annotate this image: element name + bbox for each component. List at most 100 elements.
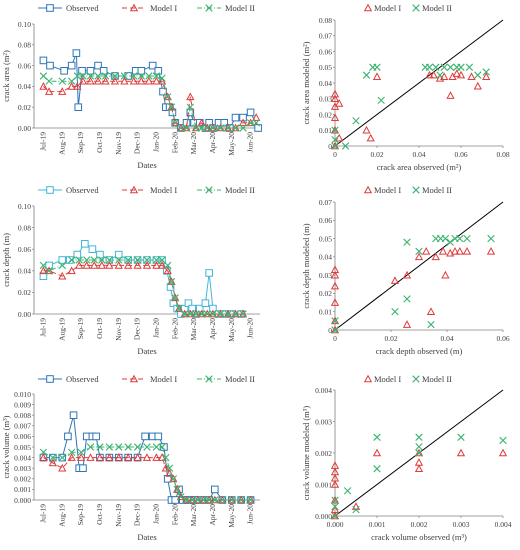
data-point xyxy=(79,72,87,80)
data-point xyxy=(145,72,153,80)
data-point xyxy=(362,125,371,134)
data-point xyxy=(169,475,178,483)
y-tick-label: 0.001 xyxy=(14,485,31,494)
data-point xyxy=(237,496,245,504)
legend-label: Model I xyxy=(150,185,177,195)
data-point xyxy=(330,495,340,504)
series-model-ii xyxy=(331,63,490,150)
y-tick-label: 0.002 xyxy=(14,475,31,484)
x-tick-label: 0.002 xyxy=(411,520,428,529)
data-point xyxy=(39,261,48,270)
y-tick-label: 0.000 xyxy=(14,496,31,505)
x-tick-label: Sep-19 xyxy=(76,318,85,339)
data-point xyxy=(45,267,53,275)
data-point xyxy=(124,453,133,461)
data-point xyxy=(331,326,339,334)
data-point xyxy=(137,67,146,75)
data-point xyxy=(105,256,114,264)
data-point xyxy=(154,67,163,75)
data-point xyxy=(440,63,448,71)
x-tick-label: Feb-20 xyxy=(170,132,179,153)
data-point xyxy=(101,76,110,85)
data-point xyxy=(463,234,471,243)
y-tick-label: 0.10 xyxy=(18,20,31,29)
data-point xyxy=(414,448,424,457)
data-point xyxy=(74,103,83,112)
chart-panel-3: 0.00 0.02 0.04 0.06 0.08 0.10 Jul-19 Aug-19 Sep-… xyxy=(1,185,260,356)
y-tick-label: 0.010 xyxy=(14,390,31,399)
data-point xyxy=(124,256,132,264)
chart-panel-2: 0 0.01 0.02 0.03 0.04 0.05 0.06 0.07 0.08 0 0.02 0.… xyxy=(301,3,510,172)
data-point xyxy=(330,467,340,476)
x-tick-label: 0.06 xyxy=(454,150,467,159)
x-tick-label: 0.004 xyxy=(495,520,512,529)
data-point xyxy=(163,92,172,101)
data-point xyxy=(362,71,371,79)
series-observed xyxy=(39,240,245,318)
data-point xyxy=(373,433,381,441)
data-point xyxy=(201,299,210,307)
data-point xyxy=(152,76,161,85)
data-point xyxy=(133,453,142,461)
y-axis-label: crack area modeled (m²) xyxy=(301,41,311,124)
data-point xyxy=(115,256,123,264)
data-point xyxy=(182,124,191,132)
legend-label: Model I xyxy=(150,3,177,13)
data-point xyxy=(487,234,495,243)
data-point xyxy=(373,465,381,473)
legend-marker xyxy=(205,4,213,12)
data-point xyxy=(331,317,339,325)
legend-label: Observed xyxy=(66,374,99,384)
data-point xyxy=(455,247,464,255)
data-point xyxy=(330,480,340,488)
data-point xyxy=(58,463,67,472)
data-point xyxy=(330,473,340,482)
data-point xyxy=(440,72,449,81)
data-point xyxy=(154,432,163,441)
y-axis-label: crack volume modeled (m³) xyxy=(301,406,311,501)
data-point xyxy=(142,261,152,269)
data-point xyxy=(499,436,507,445)
x-tick-label: Apr-20 xyxy=(208,318,217,340)
legend-marker xyxy=(412,4,420,12)
data-point xyxy=(73,82,82,90)
x-tick-label: Aug-19 xyxy=(57,318,66,341)
data-point xyxy=(331,142,339,150)
data-point xyxy=(415,443,423,451)
x-tick-label: Jun-20 xyxy=(246,318,255,339)
data-point xyxy=(158,74,166,82)
data-point xyxy=(372,448,382,457)
data-point xyxy=(88,245,97,253)
y-tick-label: 0.001 xyxy=(315,480,332,489)
y-tick-label: 0.08 xyxy=(18,223,31,232)
x-tick-label: Feb-20 xyxy=(170,504,179,525)
data-point xyxy=(366,133,375,142)
x-tick-label: Apr-20 xyxy=(208,504,217,526)
x-tick-label: Sep-19 xyxy=(76,132,85,153)
data-point xyxy=(94,72,102,80)
data-point xyxy=(86,443,95,451)
data-point xyxy=(335,99,344,107)
data-point xyxy=(81,240,89,248)
data-point xyxy=(58,271,67,280)
x-tick-label: 0.001 xyxy=(369,520,386,529)
data-point xyxy=(164,261,172,270)
y-tick-label: 0.03 xyxy=(319,271,332,280)
data-point xyxy=(254,124,262,132)
x-tick-label: Nov-19 xyxy=(114,132,123,155)
data-point xyxy=(228,496,236,504)
data-point xyxy=(330,298,340,306)
data-point xyxy=(174,304,184,312)
data-point xyxy=(331,496,339,504)
y-tick-label: 0.005 xyxy=(14,443,31,452)
data-point xyxy=(152,72,161,80)
data-point xyxy=(331,512,339,520)
y-tick-label: 0.05 xyxy=(319,63,332,72)
data-point xyxy=(238,118,248,127)
data-point xyxy=(86,72,95,80)
legend-label: Model II xyxy=(422,374,452,384)
data-point xyxy=(402,270,412,279)
y-tick-label: 0.02 xyxy=(18,288,31,297)
legend-label: Observed xyxy=(66,185,99,195)
